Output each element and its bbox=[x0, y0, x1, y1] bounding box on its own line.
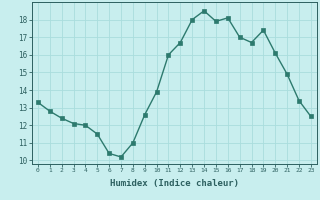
X-axis label: Humidex (Indice chaleur): Humidex (Indice chaleur) bbox=[110, 179, 239, 188]
